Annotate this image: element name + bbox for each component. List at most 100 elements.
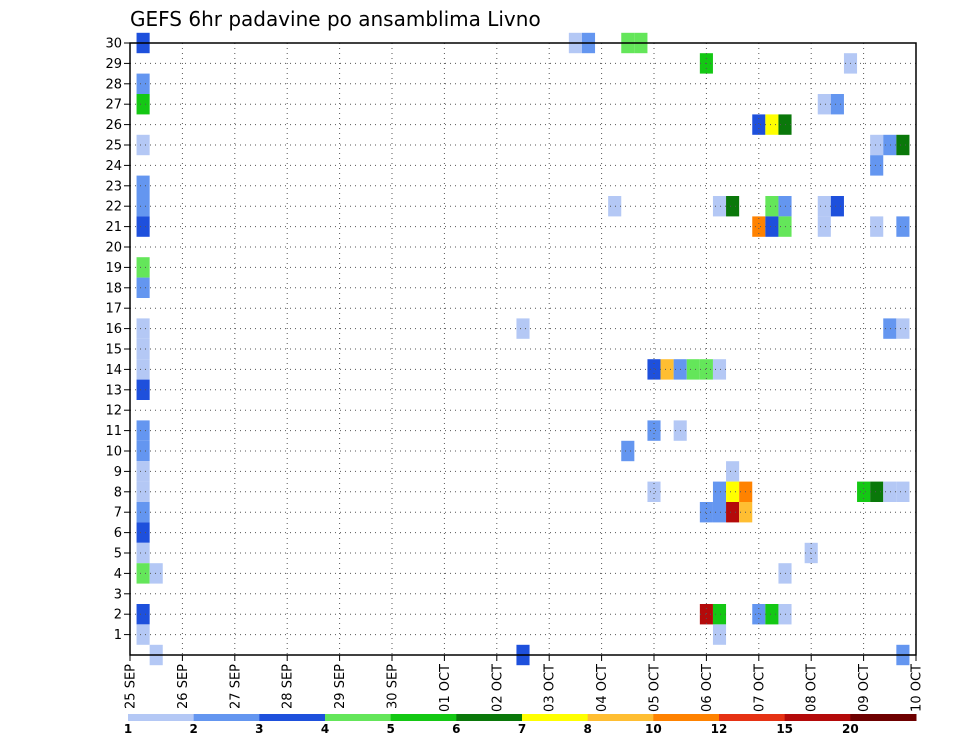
precip-cell [136,604,150,625]
precip-cell [830,94,844,115]
precip-cell [765,114,779,135]
precip-cell [647,481,661,502]
legend-label: 7 [518,722,526,736]
y-tick-label: 5 [114,547,122,562]
precip-cell [136,196,150,217]
color-legend: 1 2 3 4 5 6 7 8 10 12 15 20 [124,714,917,736]
precip-cell [136,461,150,482]
precip-cell [136,542,150,564]
y-axis: 1234567891011121314151617181920212223242… [105,37,130,643]
precip-cell [712,604,727,625]
precip-cell [686,359,700,380]
precip-cell [896,134,910,156]
precip-cell [136,277,150,298]
y-tick-label: 11 [105,424,122,439]
precip-cell [817,216,831,237]
y-tick-label: 23 [105,179,122,194]
y-tick-label: 21 [105,220,122,235]
precip-cell [621,440,635,462]
legend-swatch [784,714,851,721]
y-tick-label: 3 [114,587,122,602]
precip-cell [136,522,150,543]
precip-cell [136,216,150,237]
legend-label: 12 [711,722,728,736]
legend-label: 1 [124,722,132,736]
precip-cell [817,94,831,115]
precip-cell [136,175,150,196]
precip-cell [136,134,150,156]
y-tick-label: 28 [105,77,122,92]
precip-cell [752,216,766,237]
y-tick-label: 2 [114,608,122,623]
x-tick-label: 05 OCT [648,664,663,712]
precip-cell [516,318,530,339]
y-tick-label: 30 [105,37,122,52]
x-tick-label: 09 OCT [857,664,872,712]
precip-cell [896,481,910,502]
precip-cell [870,155,884,176]
precip-cell [883,134,897,156]
grid-lines [130,42,916,655]
precip-cell [699,502,713,523]
precip-cell [752,114,766,135]
precip-cell [699,604,713,625]
precip-cell [712,481,727,502]
precip-cell [136,420,150,441]
y-tick-label: 4 [114,567,122,582]
precip-cell [726,196,740,217]
legend-label: 3 [255,722,263,736]
legend-swatch [128,714,195,721]
precip-cell [765,196,779,217]
x-tick-label: 25 SEP [124,664,139,709]
plot-frame [129,42,917,656]
x-tick-label: 27 SEP [228,664,243,709]
y-tick-label: 6 [114,526,122,541]
precip-cell [699,359,713,380]
precip-cell [136,440,150,462]
legend-swatch [259,714,326,721]
x-axis: 25 SEP 26 SEP 27 SEP 28 SEP 29 SEP 30 SEP 01 O… [124,655,925,712]
legend-swatch [653,714,720,721]
x-tick-label: 04 OCT [595,664,610,712]
y-tick-label: 27 [105,98,122,113]
precip-cell [647,359,661,380]
legend-label: 6 [452,722,460,736]
y-tick-label: 22 [105,200,122,215]
precip-cell [136,563,150,584]
y-tick-label: 13 [105,383,122,398]
y-tick-label: 10 [105,445,122,460]
precip-cell [765,604,779,625]
x-tick-label: 06 OCT [700,664,715,712]
legend-label: 4 [321,722,329,736]
precip-cell [136,481,150,502]
y-tick-label: 20 [105,241,122,256]
y-tick-label: 15 [105,343,122,358]
y-tick-label: 18 [105,281,122,296]
precip-cell [883,481,897,502]
precip-cell [136,624,150,645]
y-tick-label: 17 [105,302,122,317]
y-tick-label: 26 [105,118,122,133]
y-tick-label: 8 [114,485,122,500]
x-tick-label: 07 OCT [752,664,767,712]
legend-label: 5 [386,722,394,736]
legend-swatch [456,714,523,721]
precip-cell [136,379,150,400]
precip-cell [857,481,871,502]
plot-cells [136,32,910,666]
precip-cell [870,134,884,156]
y-tick-label: 19 [105,261,122,276]
precip-cell [712,196,727,217]
precip-cell [608,196,622,217]
x-tick-label: 30 SEP [386,664,401,709]
precip-cell [752,604,766,625]
precip-cell [136,257,150,278]
precip-cell [726,461,740,482]
precip-cell [870,481,884,502]
legend-swatch [390,714,457,721]
precip-cell [765,216,779,237]
precip-cell [712,359,727,380]
y-tick-label: 25 [105,139,122,154]
legend-swatch [719,714,786,721]
